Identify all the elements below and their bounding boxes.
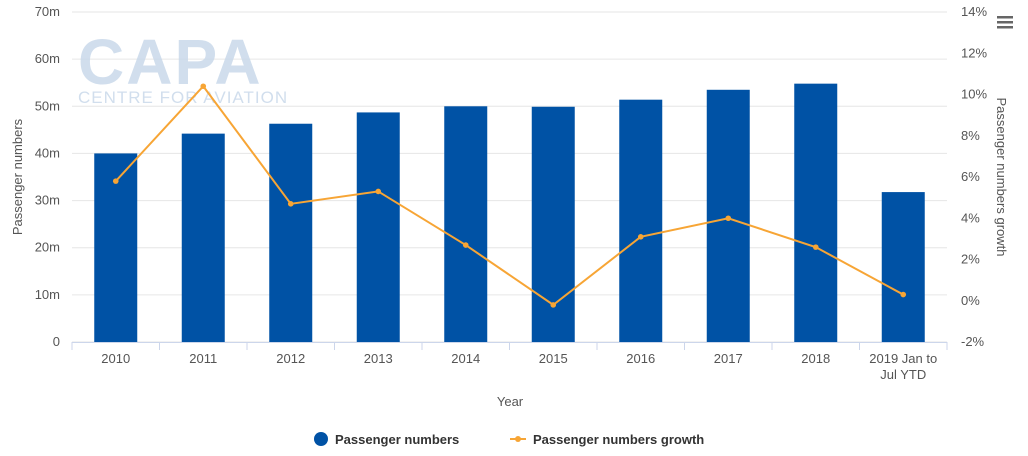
left-tick-label: 50m [35, 98, 60, 113]
left-tick-label: 0 [53, 334, 60, 349]
right-tick-label: 2% [961, 252, 980, 267]
left-axis-title: Passenger numbers [10, 118, 25, 235]
x-tick-label: 2016 [626, 351, 655, 366]
x-tick-label: 2011 [189, 351, 217, 366]
legend-line-marker [515, 436, 521, 442]
left-tick-label: 40m [35, 145, 60, 160]
growth-point [375, 188, 382, 195]
bar [181, 133, 225, 342]
legend-bar-marker [314, 432, 328, 446]
right-tick-label: 14% [961, 4, 987, 19]
growth-point [287, 201, 294, 207]
line-series [112, 83, 907, 308]
watermark-subtitle: CENTRE FOR AVIATION [78, 88, 288, 107]
bar [794, 83, 838, 343]
x-axis-title: Year [497, 394, 524, 409]
x-tick-label: 2013 [364, 351, 393, 366]
x-axis-ticks: 2010 2011 2012 2013 2014 2015 2016 2017 2018 2019… [101, 351, 937, 382]
growth-point [812, 244, 819, 250]
legend-item-line[interactable]: Passenger numbers growth [510, 432, 704, 447]
growth-line [115, 84, 904, 307]
watermark-title: CAPA [78, 26, 263, 98]
bar [269, 123, 313, 342]
growth-point [200, 83, 207, 90]
left-tick-label: 20m [35, 240, 60, 255]
right-axis-title: Passenger numbers growth [994, 98, 1009, 257]
legend: Passenger numbers Passenger numbers grow… [314, 432, 704, 447]
x-tick-label: 2019 Jan to Jul YTD [869, 351, 937, 382]
x-tick-label: 2012 [276, 351, 305, 366]
left-tick-label: 70m [35, 4, 60, 19]
legend-line-label: Passenger numbers growth [533, 432, 704, 447]
legend-item-bars[interactable]: Passenger numbers [314, 432, 459, 447]
capa-watermark: CAPA CENTRE FOR AVIATION [78, 26, 288, 107]
right-tick-label: -2% [961, 334, 985, 349]
legend-bar-label: Passenger numbers [335, 432, 459, 447]
right-tick-label: 8% [961, 128, 980, 143]
right-tick-label: 6% [961, 169, 980, 184]
growth-point [112, 178, 119, 184]
x-tick-label: 2018 [801, 351, 830, 366]
right-tick-label: 10% [961, 87, 987, 102]
x-tick-label: 2015 [539, 351, 568, 366]
growth-point [462, 242, 469, 248]
x-tick-label: 2014 [451, 351, 480, 366]
x-tick-label: 2010 [101, 351, 130, 366]
growth-point [637, 234, 644, 240]
right-tick-label: 0% [961, 293, 980, 308]
left-axis-ticks: 0 10m 20m 30m 40m 50m 60m 70m [35, 4, 60, 349]
bar [94, 153, 138, 342]
bar-series [94, 83, 925, 343]
left-tick-label: 30m [35, 193, 60, 208]
bar [881, 192, 925, 342]
x-tick-label: 2017 [714, 351, 743, 366]
right-axis-ticks: -2% 0% 2% 4% 6% 8% 10% 12% 14% [961, 4, 987, 349]
growth-point [550, 302, 557, 308]
hamburger-menu-icon[interactable] [992, 8, 1018, 34]
left-tick-label: 60m [35, 51, 60, 66]
right-tick-label: 12% [961, 45, 987, 60]
bar [619, 99, 663, 342]
bar [356, 112, 400, 343]
bar [444, 106, 488, 343]
left-tick-label: 10m [35, 287, 60, 302]
growth-point [725, 215, 732, 222]
growth-point [900, 291, 907, 298]
right-tick-label: 4% [961, 210, 980, 225]
